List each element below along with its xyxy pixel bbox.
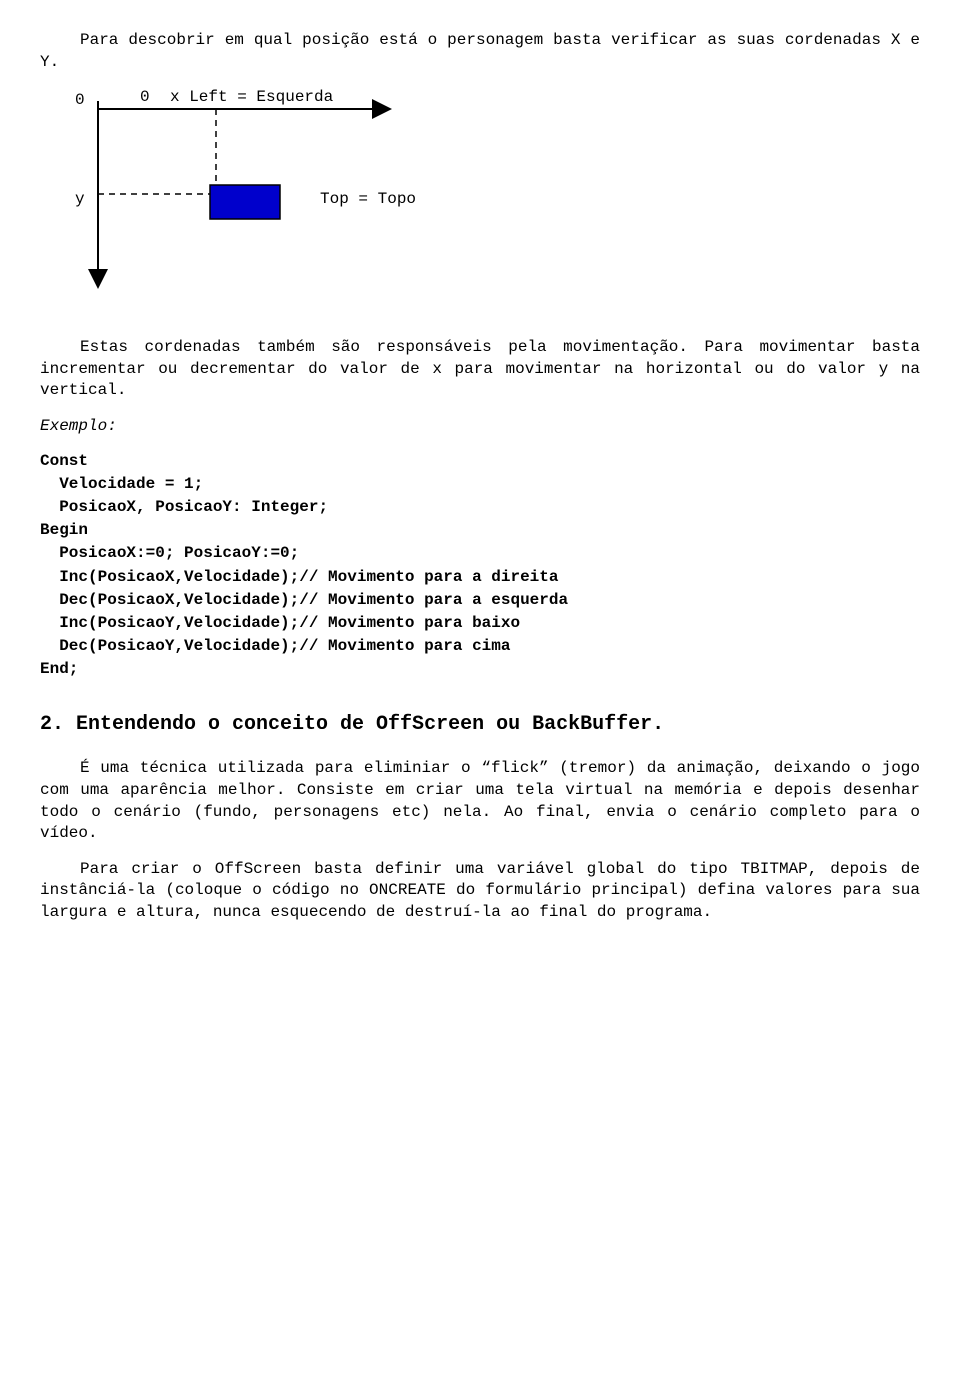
diagram-svg [40, 87, 560, 307]
paragraph-2: Estas cordenadas também são responsáveis… [40, 337, 920, 402]
zero-top-label: 0 [140, 87, 150, 109]
y-axis-label: y [75, 189, 85, 211]
top-label: Top = Topo [320, 189, 416, 211]
section-2-heading: 2. Entendendo o conceito de OffScreen ou… [40, 711, 920, 738]
x-axis-label: x Left = Esquerda [170, 87, 333, 109]
code-example: Const Velocidade = 1; PosicaoX, PosicaoY… [40, 450, 920, 682]
coordinate-diagram: 0 0 x Left = Esquerda y Top = Topo [40, 87, 560, 307]
paragraph-4: Para criar o OffScreen basta definir uma… [40, 859, 920, 924]
zero-left-label: 0 [75, 90, 85, 112]
paragraph-3: É uma técnica utilizada para eliminiar o… [40, 758, 920, 844]
intro-paragraph: Para descobrir em qual posição está o pe… [40, 30, 920, 73]
exemplo-label: Exemplo: [40, 416, 920, 438]
